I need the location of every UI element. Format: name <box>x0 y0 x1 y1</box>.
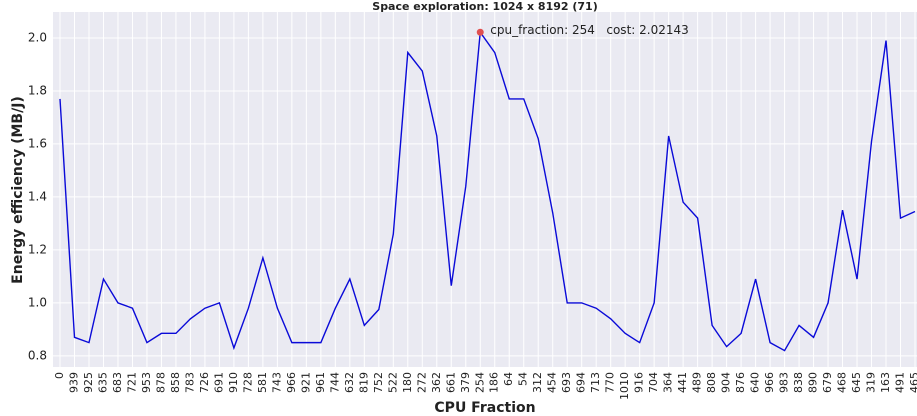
x-tick-label: 770 <box>604 372 617 393</box>
x-tick-label: 838 <box>792 372 805 393</box>
x-tick-label: 254 <box>473 372 486 393</box>
y-tick-label: 1.4 <box>28 189 47 203</box>
plot-area <box>53 12 917 367</box>
x-tick-label: 693 <box>560 372 573 393</box>
x-tick-label: 364 <box>662 372 675 393</box>
x-tick-label: 921 <box>299 372 312 393</box>
x-tick-label: 489 <box>691 372 704 393</box>
y-tick-label: 0.8 <box>28 348 47 362</box>
x-tick-label: 0 <box>53 372 66 379</box>
x-tick-label: 904 <box>720 372 733 393</box>
x-tick-label: 180 <box>401 372 414 393</box>
x-tick-label: 581 <box>256 372 269 393</box>
series-line <box>59 30 916 352</box>
x-tick-label: 953 <box>140 372 153 393</box>
x-axis-label: CPU Fraction <box>434 400 535 416</box>
x-tick-label: 910 <box>227 372 240 393</box>
x-tick-label: 468 <box>836 372 849 393</box>
x-tick-label: 726 <box>198 372 211 393</box>
x-tick-label: 683 <box>111 372 124 393</box>
x-tick-label: 808 <box>705 372 718 393</box>
x-tick-label: 983 <box>778 372 791 393</box>
x-tick-label: 645 <box>850 372 863 393</box>
x-tick-label: 752 <box>372 372 385 393</box>
y-tick-label: 2.0 <box>28 30 47 44</box>
x-tick-label: 635 <box>96 372 109 393</box>
x-tick-label: 858 <box>169 372 182 393</box>
annotation: cpu_fraction: 254 cost: 2.02143 <box>490 23 689 37</box>
x-tick-label: 522 <box>386 372 399 393</box>
x-tick-label: 312 <box>531 372 544 393</box>
x-tick-label: 632 <box>343 372 356 393</box>
x-tick-label: 939 <box>67 372 80 393</box>
x-tick-label: 454 <box>546 372 559 393</box>
x-tick-label: 743 <box>270 372 283 393</box>
x-tick-label: 819 <box>357 372 370 393</box>
x-tick-label: 878 <box>154 372 167 393</box>
y-tick-label: 1.8 <box>28 83 47 97</box>
x-tick-label: 272 <box>415 372 428 393</box>
x-tick-label: 679 <box>821 372 834 393</box>
y-tick-label: 1.0 <box>28 295 47 309</box>
x-tick-label: 163 <box>879 372 892 393</box>
x-tick-label: 1010 <box>618 372 631 400</box>
y-tick-label: 1.6 <box>28 136 47 150</box>
x-tick-label: 441 <box>676 372 689 393</box>
highlight-point <box>476 28 484 36</box>
x-tick-label: 54 <box>517 372 530 386</box>
y-axis-label: Energy efficiency (MB/J) <box>10 96 26 284</box>
marks <box>59 28 916 352</box>
x-tick-label: 362 <box>430 372 443 393</box>
x-tick-label: 640 <box>749 372 762 393</box>
y-tick-label: 1.2 <box>28 242 47 256</box>
x-tick-label: 186 <box>488 372 501 393</box>
x-tick-label: 379 <box>459 372 472 393</box>
x-tick-label: 961 <box>314 372 327 393</box>
x-tick-label: 966 <box>763 372 776 393</box>
x-tick-label: 64 <box>502 372 515 386</box>
x-tick-label: 876 <box>734 372 747 393</box>
x-tick-label: 661 <box>444 372 457 393</box>
x-tick-label: 713 <box>589 372 602 393</box>
x-tick-label: 319 <box>865 372 878 393</box>
x-tick-label: 691 <box>212 372 225 393</box>
chart-title: Space exploration: 1024 x 8192 (71) <box>372 0 597 13</box>
labels: 0.8 1.0 1.2 1.4 1.6 1.8 2.0 0 939 925 635 683 721 953… <box>28 23 917 400</box>
x-tick-label: 925 <box>82 372 95 393</box>
x-tick-label: 783 <box>183 372 196 393</box>
x-tick-label: 728 <box>241 372 254 393</box>
x-tick-label: 890 <box>807 372 820 393</box>
x-tick-label: 694 <box>575 372 588 393</box>
x-tick-label: 721 <box>125 372 138 393</box>
x-tick-label: 916 <box>633 372 646 393</box>
x-tick-label: 491 <box>894 372 907 393</box>
x-tick-label: 966 <box>285 372 298 393</box>
x-tick-label: 465 <box>908 372 917 393</box>
x-tick-label: 744 <box>328 372 341 393</box>
x-tick-label: 704 <box>647 372 660 393</box>
